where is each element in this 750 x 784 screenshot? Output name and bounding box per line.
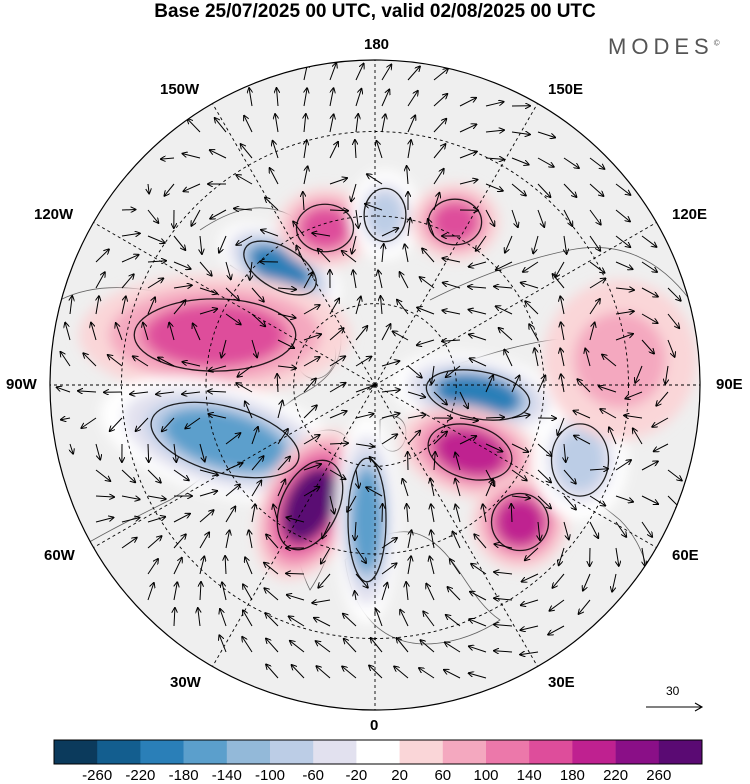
lon-label-60w: 60W xyxy=(44,547,75,565)
colorbar xyxy=(54,740,702,764)
anomaly-negative-scandinavia xyxy=(335,416,399,624)
lon-label-180: 180 xyxy=(364,36,389,54)
wind-arrow xyxy=(382,504,383,522)
colorbar-swatch xyxy=(529,740,573,764)
colorbar-swatch xyxy=(270,740,314,764)
wind-arrow xyxy=(122,210,135,211)
colorbar-swatch xyxy=(659,740,703,764)
colorbar-swatch xyxy=(356,740,400,764)
colorbar-swatch xyxy=(572,740,616,764)
colorbar-tick-label: -220 xyxy=(125,767,155,784)
colorbar-swatch xyxy=(97,740,141,764)
lon-label-150e: 150E xyxy=(548,81,583,99)
colorbar-swatch xyxy=(616,740,660,764)
colorbar-tick-label: -100 xyxy=(255,767,285,784)
lon-label-90e: 90E xyxy=(716,376,743,394)
colorbar-swatch xyxy=(313,740,357,764)
wind-arrow xyxy=(286,573,304,574)
lon-label-120e: 120E xyxy=(672,206,707,224)
lon-label-0: 0 xyxy=(370,717,378,735)
colorbar-tick-label: 20 xyxy=(391,767,408,784)
colorbar-swatch xyxy=(54,740,98,764)
colorbar-swatch xyxy=(184,740,228,764)
lon-label-90w: 90W xyxy=(6,376,37,394)
lon-label-30w: 30W xyxy=(170,674,201,692)
map-disc xyxy=(50,60,700,710)
wind-arrow xyxy=(148,444,149,462)
colorbar-swatch xyxy=(227,740,270,764)
colorbar-tick-label: 100 xyxy=(473,767,498,784)
colorbar-swatch xyxy=(400,740,444,764)
wind-scale-arrow xyxy=(646,703,702,711)
colorbar-tick-label: -140 xyxy=(212,767,242,784)
anomaly-positive-laptev xyxy=(410,184,500,261)
colorbar-tick-label: -180 xyxy=(169,767,199,784)
lon-label-150w: 150W xyxy=(160,81,199,99)
colorbar-swatch xyxy=(443,740,487,764)
colorbar-tick-label: 260 xyxy=(646,767,671,784)
wind-scale-label: 30 xyxy=(666,684,679,698)
colorbar-tick-label: -20 xyxy=(346,767,368,784)
colorbar-tick-label: -260 xyxy=(82,767,112,784)
colorbar-swatch xyxy=(486,740,530,764)
lon-label-60e: 60E xyxy=(672,547,699,565)
anomaly-negative-east-siberia xyxy=(350,170,420,260)
lon-label-120w: 120W xyxy=(34,206,73,224)
colorbar-tick-label: 180 xyxy=(560,767,585,784)
colorbar-tick-label: -60 xyxy=(302,767,324,784)
lon-label-30e: 30E xyxy=(548,674,575,692)
colorbar-tick-label: 220 xyxy=(603,767,628,784)
colorbar-tick-label: 140 xyxy=(517,767,542,784)
colorbar-tick-label: 60 xyxy=(434,767,451,784)
colorbar-swatch xyxy=(140,740,184,764)
anomaly-positive-east-asia xyxy=(543,280,697,440)
